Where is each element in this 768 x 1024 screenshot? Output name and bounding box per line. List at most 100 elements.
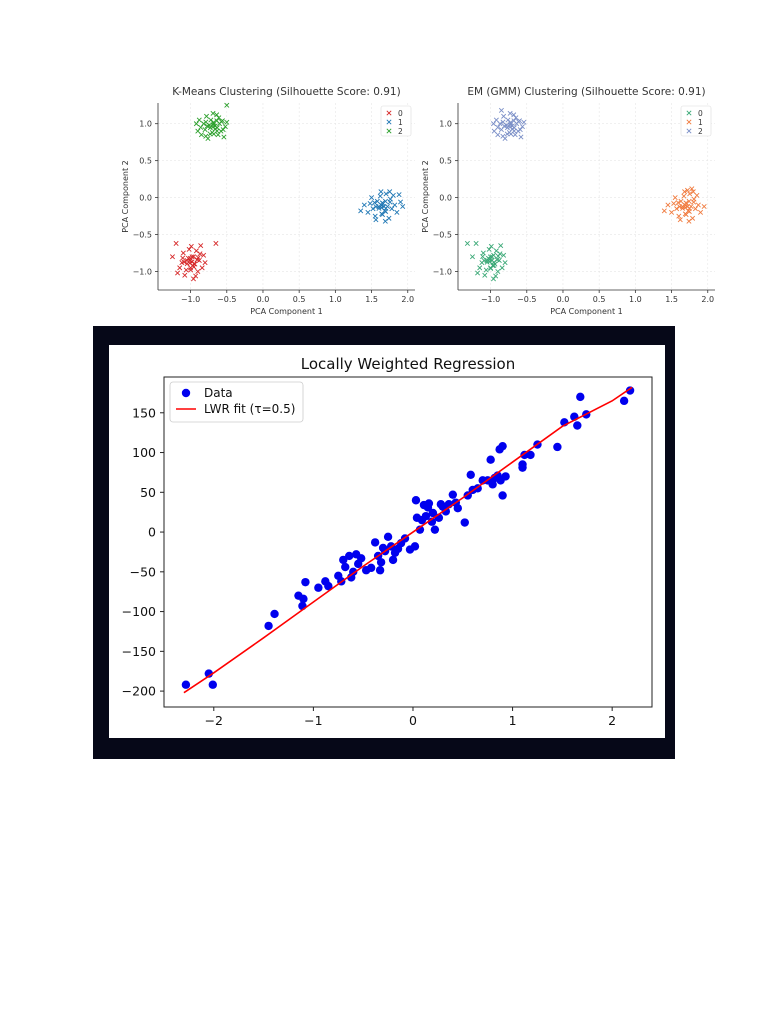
cluster-2-point: [224, 102, 230, 108]
cluster-1-point: [394, 209, 400, 215]
cluster-1-point: [665, 202, 671, 208]
cluster-1-point: [371, 200, 378, 206]
cluster-0-point: [190, 276, 196, 282]
x-tick-label: −1.0: [181, 295, 200, 304]
cluster-1-point: [383, 191, 389, 197]
cluster-0-point: [502, 260, 508, 266]
cluster-2-point: [211, 131, 217, 137]
cluster-2-point: [202, 127, 208, 133]
cluster-1-point: [380, 212, 386, 218]
cluster-1-point: [361, 202, 367, 208]
cluster-1-point: [669, 209, 675, 215]
cluster-1-point: [661, 208, 667, 214]
cluster-1-point: [681, 193, 687, 199]
cluster-2-point: [501, 113, 507, 119]
cluster-1-point: [689, 186, 695, 192]
cluster-1-point: [367, 201, 373, 207]
cluster-1-point: [686, 218, 692, 224]
cluster-1-point: [691, 199, 697, 205]
x-tick-label: 1.5: [665, 295, 678, 304]
y-tick-label: 0.0: [139, 194, 152, 203]
cluster-0-point: [501, 252, 507, 258]
cluster-0-point: [169, 254, 175, 260]
legend-marker: [386, 119, 392, 125]
cluster-2-point: [512, 132, 518, 138]
x-axis-label: PCA Component 1: [250, 307, 323, 316]
cluster-2-point: [508, 119, 514, 125]
cluster-1-point: [674, 206, 680, 212]
cluster-0-point: [475, 270, 481, 276]
legend-label: 0: [698, 109, 703, 118]
x-tick-label: 0.5: [593, 295, 606, 304]
cluster-2-point: [513, 115, 519, 121]
cluster-2-point: [204, 123, 210, 129]
cluster-1-point: [386, 215, 392, 221]
x-tick-label: 2.0: [401, 295, 414, 304]
cluster-1-point: [365, 209, 371, 215]
chart-title: EM (GMM) Clustering (Silhouette Score: 0…: [467, 86, 705, 98]
cluster-1-point: [676, 213, 682, 219]
cluster-2-point: [500, 133, 506, 139]
cluster-2-point: [218, 119, 224, 125]
cluster-1-point: [370, 206, 376, 212]
y-tick-label: −1.0: [133, 268, 152, 277]
cluster-2-point: [203, 133, 209, 139]
cluster-1-point: [387, 189, 393, 195]
cluster-0-point: [193, 273, 199, 279]
cluster-1-point: [690, 189, 696, 195]
cluster-0-point: [195, 269, 201, 275]
y-axis-label: PCA Component 2: [121, 160, 130, 233]
cluster-0-point: [188, 243, 194, 249]
cluster-2-point: [511, 118, 517, 124]
cluster-0-point: [464, 240, 470, 246]
legend-box: [680, 105, 712, 137]
legend-label: 1: [398, 118, 403, 127]
x-tick-label: 2.0: [701, 295, 714, 304]
legend-label: 1: [698, 118, 703, 127]
cluster-0-point: [202, 260, 208, 266]
cluster-1-point: [377, 193, 383, 199]
cluster-0-point: [191, 254, 197, 260]
cluster-2-point: [221, 134, 227, 140]
x-tick-label: −0.5: [517, 295, 536, 304]
cluster-0-point: [175, 270, 181, 276]
cluster-0-point: [181, 259, 187, 265]
cluster-1-point: [684, 187, 691, 193]
cluster-2-point: [495, 132, 501, 138]
cluster-0-point: [187, 255, 193, 261]
y-tick-label: −0.5: [133, 231, 152, 240]
cluster-0-point: [173, 240, 179, 246]
cluster-1-point: [373, 217, 379, 223]
cluster-2-point: [216, 115, 222, 121]
x-tick-label: 1.0: [329, 295, 342, 304]
cluster-2-point: [222, 124, 228, 130]
cluster-1-point: [389, 206, 395, 212]
cluster-0-point: [213, 240, 219, 246]
cluster-1-point: [382, 198, 388, 204]
cluster-2-point: [198, 132, 204, 138]
cluster-0-point: [487, 254, 493, 260]
cluster-2-point: [214, 112, 220, 118]
x-tick-label: 1.5: [365, 295, 378, 304]
cluster-0-point: [182, 272, 188, 278]
cluster-0-point: [183, 267, 189, 273]
cluster-0-point: [188, 267, 194, 273]
cluster-0-point: [180, 250, 186, 256]
x-tick-label: 1.0: [629, 295, 642, 304]
cluster-0-point: [493, 248, 499, 254]
cluster-2-point: [214, 118, 220, 124]
cluster-2-point: [504, 131, 510, 137]
cluster-0-point: [491, 252, 497, 258]
cluster-1-point: [372, 213, 378, 219]
cluster-2-point: [193, 121, 199, 127]
cluster-1-point: [698, 209, 704, 215]
cluster-1-point: [672, 195, 678, 201]
cluster-2-point: [508, 131, 514, 137]
cluster-2-point: [519, 124, 525, 130]
cluster-1-point: [378, 189, 384, 195]
cluster-1-point: [695, 202, 701, 208]
cluster-2-point: [501, 123, 507, 129]
y-tick-label: 0.0: [439, 194, 452, 203]
cluster-1-point: [379, 200, 385, 206]
cluster-1-point: [396, 192, 402, 198]
